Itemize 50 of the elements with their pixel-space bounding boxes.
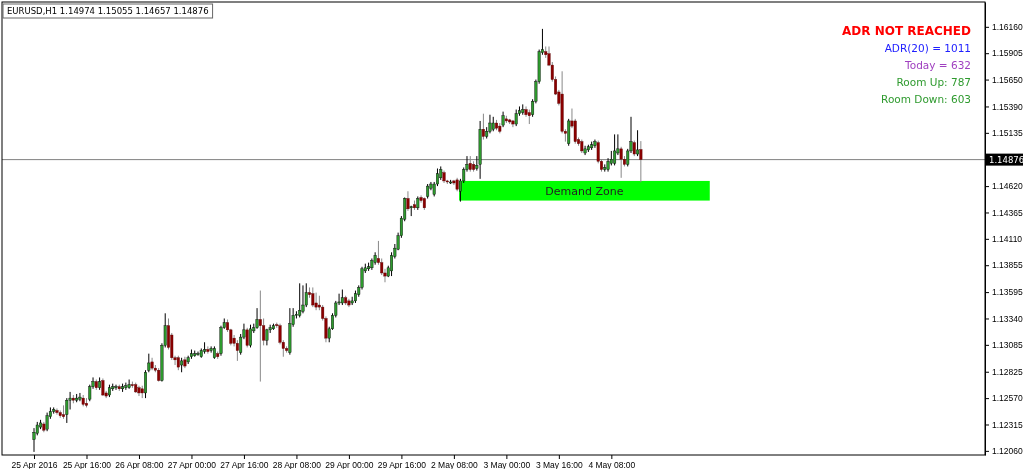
candlestick (406, 190, 410, 212)
candlestick (206, 345, 210, 355)
x-tick-label: 3 May 16:00 (535, 460, 584, 469)
x-tick-label: 25 Apr 2016 (11, 460, 58, 469)
x-tick-label: 28 Apr 08:00 (272, 460, 322, 469)
annotation: Room Up: 787 (896, 76, 971, 88)
candlestick (249, 324, 252, 348)
chart-title: EURUSD,H1 1.14974 1.15055 1.14657 1.14876 (7, 6, 209, 16)
candlestick (301, 284, 305, 314)
y-tick-label: 1.15650 (992, 74, 1023, 85)
y-tick-label: 1.12315 (992, 419, 1023, 430)
y-tick-label: 1.15390 (992, 101, 1023, 112)
candlestick (235, 339, 239, 362)
y-tick-label: 1.13595 (992, 287, 1023, 298)
candlestick (255, 307, 259, 330)
candlestick (567, 118, 571, 147)
y-tick-label: 1.12825 (992, 366, 1023, 377)
x-tick-label: 29 Apr 16:00 (377, 460, 427, 469)
candlestick (245, 327, 249, 348)
annotation: Today = 632 (904, 59, 971, 71)
y-tick-label: 1.13340 (992, 313, 1023, 324)
ref-line-label: 1.14876 (989, 155, 1024, 166)
candlestick (298, 282, 302, 318)
band-label: Demand Zone (545, 184, 624, 198)
y-tick-label: 1.16160 (992, 22, 1023, 33)
y-tick-label: 1.13085 (992, 340, 1023, 351)
x-tick-label: 25 Apr 16:00 (62, 460, 112, 469)
x-tick-label: 2 May 08:00 (430, 460, 479, 469)
candlestick (636, 129, 640, 157)
candlestick (209, 345, 213, 354)
x-tick-label: 4 May 08:00 (588, 460, 636, 469)
candlestick (258, 290, 262, 383)
x-tick-label: 29 Apr 00:00 (325, 460, 374, 469)
y-tick-label: 1.12570 (992, 393, 1023, 404)
x-tick-label: 27 Apr 00:00 (167, 460, 217, 469)
y-tick-label: 1.13855 (992, 260, 1023, 271)
y-tick-label: 1.12060 (992, 446, 1023, 457)
y-tick-label: 1.14620 (992, 181, 1023, 192)
y-tick-label: 1.15905 (992, 48, 1023, 59)
y-tick-label: 1.15135 (992, 128, 1023, 139)
annotation: ADR NOT REACHED (841, 24, 972, 38)
y-tick-label: 1.14110 (992, 234, 1023, 245)
candlestick (481, 113, 485, 141)
x-tick-label: 3 May 00:00 (483, 460, 531, 469)
x-tick-label: 27 Apr 16:00 (220, 460, 269, 469)
annotation: Room Down: 603 (881, 93, 971, 105)
x-tick-label: 26 Apr 08:00 (115, 460, 164, 469)
annotation: ADR(20) = 1011 (884, 42, 971, 54)
candlestick (613, 133, 617, 166)
y-tick-label: 1.14365 (992, 207, 1023, 218)
